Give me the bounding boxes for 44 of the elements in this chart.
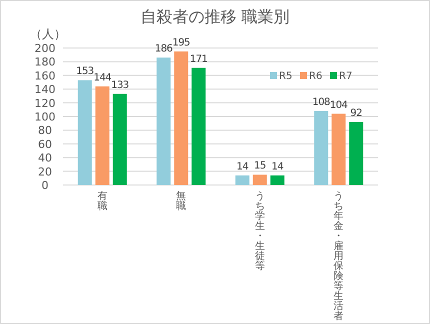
category-label: 無職 — [176, 191, 186, 212]
data-label: 108 — [312, 97, 330, 108]
y-tick-label: 100 — [34, 110, 56, 124]
data-label: 14 — [272, 161, 284, 172]
data-label: 14 — [236, 161, 248, 172]
y-tick-label: 200 — [34, 42, 56, 55]
bar — [252, 174, 267, 185]
bar — [156, 58, 171, 185]
data-label: 153 — [76, 66, 94, 78]
bar — [270, 175, 284, 185]
category-label: うち年金・雇用保険等生活者 — [334, 191, 344, 322]
bar — [349, 122, 364, 185]
y-tick-label: 40 — [38, 152, 52, 165]
bar — [332, 114, 346, 185]
data-label: 92 — [350, 108, 362, 119]
bar — [112, 94, 127, 185]
bar — [95, 86, 110, 185]
y-tick-label: 0 — [42, 179, 48, 192]
y-tick-label: 20 — [38, 165, 52, 178]
y-tick-label: 140 — [34, 83, 56, 96]
data-label: 104 — [330, 100, 348, 111]
y-tick-label: 180 — [34, 56, 56, 69]
data-label: 195 — [172, 37, 190, 48]
chart-title: 自殺者の推移 職業別 — [140, 7, 290, 26]
y-tick-label: 60 — [38, 138, 52, 151]
y-tick-label: 160 — [34, 69, 56, 82]
y-tick-label: 120 — [34, 96, 56, 110]
bar — [314, 111, 328, 185]
bar — [174, 51, 188, 185]
bar — [235, 175, 250, 185]
data-label: 133 — [111, 80, 129, 91]
data-label: 15 — [254, 160, 266, 172]
data-label: 144 — [94, 72, 112, 84]
y-axis-title: （人） — [30, 27, 66, 41]
data-label: 186 — [154, 44, 173, 55]
bar — [78, 80, 92, 185]
category-label: 有職 — [97, 191, 108, 212]
bar — [192, 68, 206, 185]
y-tick-label: 80 — [38, 124, 52, 138]
legend-label: R7 — [339, 71, 352, 82]
legend-label: R5 — [279, 71, 292, 82]
data-label: 171 — [190, 54, 208, 65]
category-label: うち学生・生徒等 — [254, 191, 265, 272]
legend-label: R6 — [309, 71, 322, 82]
